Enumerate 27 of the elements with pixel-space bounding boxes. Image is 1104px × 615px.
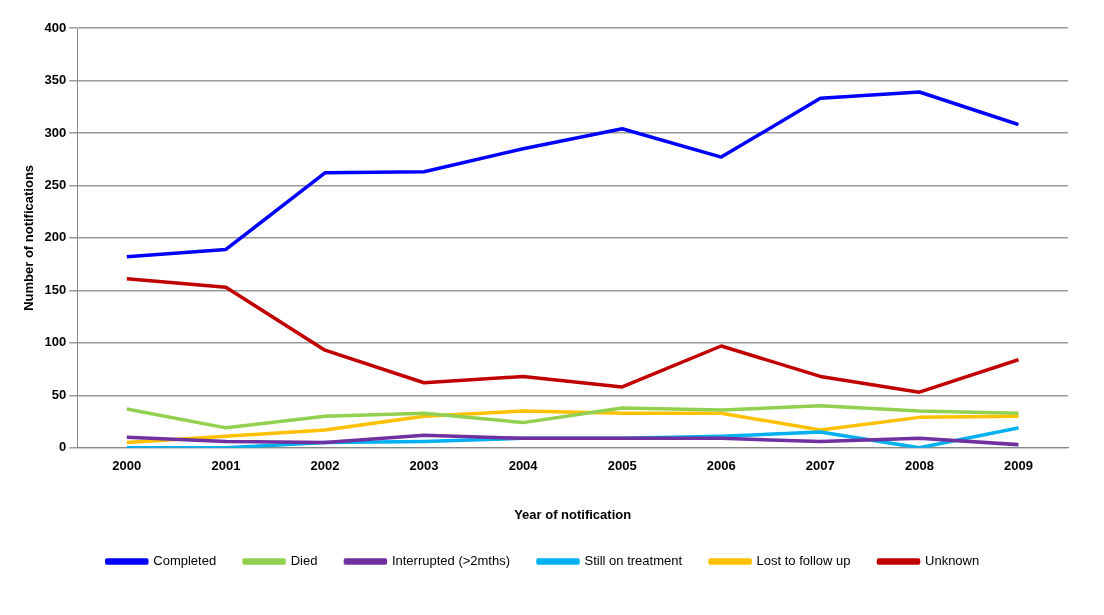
y-tick-label: 150 — [44, 281, 67, 297]
x-tick-label: 2003 — [409, 458, 439, 474]
legend-label: Interrupted (>2mths) — [391, 553, 511, 569]
x-tick-label: 2002 — [310, 458, 340, 474]
x-axis-title: Year of notification — [514, 506, 632, 522]
y-axis-title: Number of notifications — [21, 164, 37, 311]
y-tick-label: 200 — [44, 229, 67, 245]
y-tick-label: 300 — [44, 124, 67, 140]
y-tick-label: 350 — [44, 72, 67, 88]
y-tick-label: 0 — [59, 439, 67, 455]
legend-label: Unknown — [925, 553, 980, 569]
legend-label: Died — [290, 553, 318, 569]
y-tick-label: 50 — [51, 386, 67, 402]
x-tick-label: 2004 — [508, 458, 539, 474]
x-tick-label: 2005 — [607, 458, 637, 474]
y-tick-label: 250 — [44, 177, 67, 192]
legend-label: Still on treatment — [584, 553, 683, 569]
x-tick-label: 2000 — [112, 458, 142, 474]
y-tick-label: 100 — [44, 334, 67, 350]
x-tick-label: 2009 — [1004, 458, 1033, 474]
x-tick-label: 2001 — [211, 458, 241, 474]
x-tick-label: 2008 — [904, 458, 934, 474]
x-tick-label: 2007 — [805, 458, 835, 474]
x-tick-label: 2006 — [706, 458, 736, 474]
legend-label: Completed — [153, 553, 217, 569]
y-tick-label: 400 — [44, 19, 67, 35]
legend-label: Lost to follow up — [756, 553, 851, 569]
